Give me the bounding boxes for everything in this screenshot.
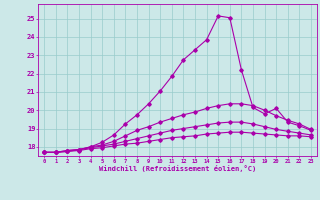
X-axis label: Windchill (Refroidissement éolien,°C): Windchill (Refroidissement éolien,°C) (99, 165, 256, 172)
